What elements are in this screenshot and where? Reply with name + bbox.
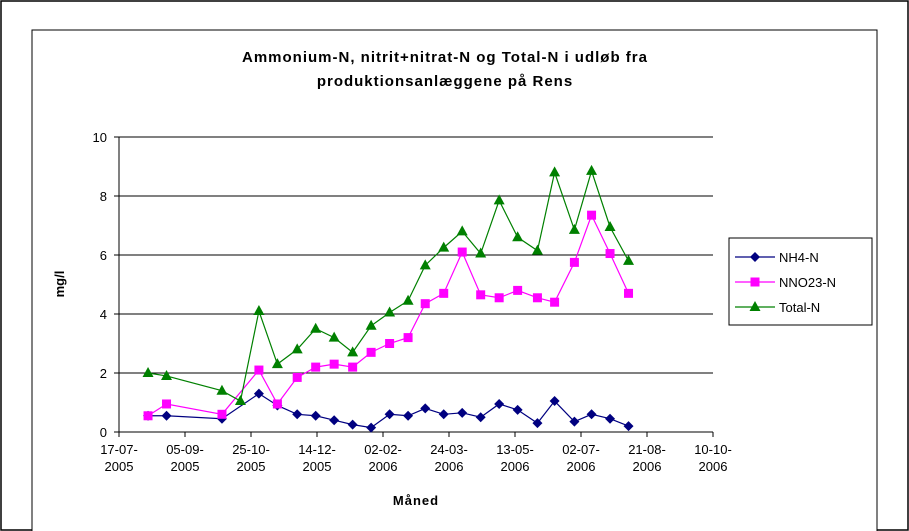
point	[366, 347, 376, 357]
point	[475, 412, 486, 423]
x-tick-label: 21-08-2006	[628, 442, 666, 474]
point	[623, 254, 635, 265]
point	[329, 359, 339, 369]
point	[384, 306, 396, 317]
point	[438, 241, 450, 252]
point	[586, 164, 598, 175]
point	[272, 399, 282, 409]
y-tick-label: 10	[93, 130, 107, 145]
point	[605, 413, 616, 424]
y-tick-label: 2	[100, 366, 107, 381]
point	[366, 422, 377, 433]
x-tick-label: 05-09-2005	[166, 442, 204, 474]
point	[438, 409, 449, 420]
point	[531, 244, 543, 255]
legend-marker	[749, 301, 761, 311]
x-tick-label: 17-07-2005	[100, 442, 138, 474]
x-tick-label: 02-02-2006	[364, 442, 402, 474]
point	[234, 395, 246, 406]
legend-label: NH4-N	[779, 250, 819, 265]
point	[292, 372, 302, 382]
point	[161, 410, 172, 421]
point	[161, 369, 173, 380]
y-tick-label: 4	[100, 307, 107, 322]
point	[310, 322, 322, 333]
point	[162, 399, 172, 409]
legend-marker	[750, 277, 760, 287]
point	[568, 223, 580, 234]
point	[494, 398, 505, 409]
point	[310, 410, 321, 421]
point	[623, 421, 634, 432]
point	[476, 290, 486, 300]
series-line	[147, 213, 630, 417]
point	[439, 288, 449, 298]
x-axis-label: Måned	[393, 493, 439, 508]
point	[549, 396, 560, 407]
point	[605, 249, 615, 259]
point	[587, 210, 597, 220]
point	[420, 299, 430, 309]
point	[384, 409, 395, 420]
point	[532, 293, 542, 303]
x-tick-label: 25-10-2005	[232, 442, 270, 474]
y-tick-label: 6	[100, 248, 107, 263]
point	[365, 319, 377, 330]
point	[456, 225, 468, 236]
point	[254, 365, 264, 375]
point	[586, 409, 597, 420]
y-tick-label: 0	[100, 425, 107, 440]
point	[142, 367, 154, 377]
point	[532, 418, 543, 429]
point	[494, 293, 504, 303]
chart-title: Ammonium-N, nitrit+nitrat-N og Total-N i…	[242, 49, 648, 90]
point	[348, 362, 358, 372]
point	[457, 247, 467, 257]
point	[493, 194, 505, 205]
point	[347, 419, 358, 430]
point	[253, 388, 264, 399]
point	[347, 346, 359, 357]
point	[216, 384, 228, 395]
x-tick-label: 10-10-2006	[694, 442, 732, 474]
point	[457, 407, 468, 418]
point	[569, 257, 579, 267]
point	[604, 220, 616, 231]
point	[569, 416, 580, 427]
legend-marker	[750, 252, 760, 262]
point	[513, 285, 523, 295]
point	[143, 411, 153, 421]
point	[549, 166, 561, 177]
x-tick-label: 02-07-2006	[562, 442, 600, 474]
point	[419, 259, 431, 270]
legend-label: NNO23-N	[779, 275, 836, 290]
point	[512, 404, 523, 415]
point	[385, 339, 395, 348]
x-tick-label: 13-05-2006	[496, 442, 534, 474]
point	[328, 331, 340, 342]
point	[271, 358, 283, 369]
point	[475, 247, 487, 258]
point	[403, 410, 414, 421]
point	[291, 343, 303, 354]
point	[624, 288, 634, 298]
point	[550, 297, 560, 307]
point	[402, 294, 414, 305]
x-tick-label: 24-03-2006	[430, 442, 468, 474]
point	[420, 403, 431, 414]
point	[311, 362, 321, 372]
point	[217, 409, 227, 419]
point	[329, 415, 340, 426]
point	[292, 409, 303, 420]
x-tick-label: 14-12-2005	[298, 442, 336, 474]
y-tick-label: 8	[100, 189, 107, 204]
point	[403, 333, 413, 343]
legend-label: Total-N	[779, 300, 820, 315]
point	[512, 231, 524, 242]
y-axis-label: mg/l	[52, 271, 67, 298]
point	[253, 305, 265, 316]
